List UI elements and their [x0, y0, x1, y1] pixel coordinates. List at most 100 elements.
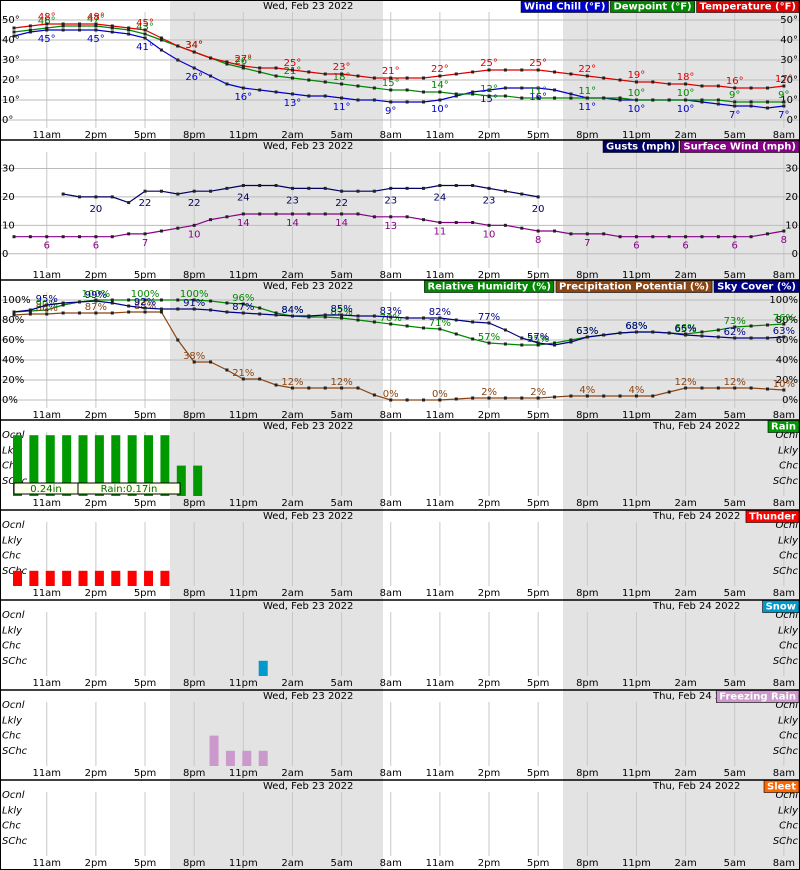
y-tick-label: Chc [779, 731, 798, 742]
value-label: 65% [674, 324, 696, 335]
data-point [274, 66, 278, 70]
data-point [356, 314, 360, 318]
data-point [454, 184, 458, 188]
data-point [602, 232, 606, 236]
x-tick-label: 11pm [229, 678, 258, 689]
x-tick-label: 5am [724, 498, 746, 509]
data-point [634, 235, 638, 239]
x-tick-label: 2am [281, 768, 303, 779]
y-tick-label: Ocnl [2, 700, 25, 711]
x-tick-label: 2am [281, 678, 303, 689]
value-label: 22 [335, 198, 348, 209]
value-label: 62% [724, 327, 746, 338]
y-tick-label: 40% [776, 355, 798, 366]
y-tick-label: 100% [2, 295, 31, 306]
series-line [13, 311, 784, 401]
legend-swatch [424, 280, 555, 293]
date-label: Wed, Feb 23 2022 [263, 511, 353, 522]
data-point [684, 235, 688, 239]
data-point [209, 299, 213, 303]
data-point [487, 396, 491, 400]
panel: 11am 2pm 5pm 8pm 11pm 2am 5am 8am 11am 2pm 5pm 8pm 1… [0, 0, 800, 141]
data-point [667, 235, 671, 239]
value-label: 100% [131, 289, 160, 300]
data-point [520, 343, 524, 347]
data-point [651, 394, 655, 398]
data-point [192, 307, 196, 311]
bar [242, 750, 252, 766]
y-tick-label: 10° [780, 95, 798, 106]
data-point [422, 316, 425, 320]
value-label: 16° [726, 76, 744, 87]
data-point [569, 92, 573, 96]
bar [258, 660, 268, 676]
value-label: 76% [773, 313, 795, 324]
value-label: 83% [380, 306, 402, 317]
value-label: 20 [532, 204, 545, 215]
y-tick-label: 20% [776, 375, 798, 386]
data-point [78, 235, 82, 239]
x-tick-label: 2am [281, 858, 303, 869]
bar [193, 465, 203, 496]
data-point [700, 100, 704, 104]
data-point [372, 76, 376, 80]
data-point [45, 235, 49, 239]
y-tick-label: Chc [779, 641, 798, 652]
x-tick-label: 11am [32, 270, 61, 281]
value-label: 84% [281, 305, 303, 316]
data-point [553, 343, 557, 347]
y-tick-label: 0% [782, 395, 798, 406]
data-point [372, 86, 376, 90]
data-point [471, 90, 475, 94]
x-tick-label: 5am [330, 858, 352, 869]
data-point [143, 232, 147, 236]
x-tick-label: 5pm [527, 588, 549, 599]
data-point [405, 100, 409, 104]
x-tick-label: 8pm [183, 588, 205, 599]
y-tick-label: Ocnl [776, 520, 799, 531]
data-point [290, 314, 294, 318]
value-label: 13° [284, 98, 302, 109]
data-point [61, 303, 65, 307]
data-point [765, 336, 769, 340]
data-point [209, 218, 213, 222]
data-point [110, 26, 114, 30]
data-point [45, 312, 49, 316]
data-point [225, 60, 229, 64]
data-point [78, 28, 82, 32]
x-tick-label: 8pm [183, 270, 205, 281]
data-point [110, 298, 114, 302]
data-point [209, 189, 213, 193]
value-label: 48° [87, 12, 105, 23]
data-point [127, 310, 131, 314]
x-tick-label: 5pm [134, 678, 156, 689]
x-tick-label: 2am [281, 130, 303, 141]
data-point [323, 315, 327, 319]
data-point [176, 58, 180, 62]
value-label: 71% [429, 318, 451, 329]
data-point [28, 24, 32, 28]
data-point [307, 314, 311, 318]
date-label: Thu, Feb 24 2022 [652, 781, 740, 792]
x-tick-label: 8am [773, 588, 795, 599]
y-tick-label: Lkly [2, 715, 23, 726]
y-tick-label: 0% [2, 395, 18, 406]
y-tick-label: 10° [2, 95, 20, 106]
x-tick-label: 5am [330, 410, 352, 421]
data-point [389, 100, 393, 104]
value-label: 86% [36, 303, 58, 314]
data-point [176, 226, 180, 230]
y-tick-label: 80% [776, 315, 798, 326]
data-point [159, 36, 163, 40]
legend-label: Relative Humidity (%) [427, 282, 551, 293]
x-tick-label: 11pm [622, 130, 651, 141]
data-point [520, 226, 524, 230]
data-point [192, 360, 196, 364]
data-point [536, 195, 540, 199]
x-tick-label: 11am [426, 858, 455, 869]
value-label: 45° [136, 18, 154, 29]
data-point [471, 70, 475, 74]
amount-label: 0.24in [30, 484, 61, 495]
x-tick-label: 8am [773, 270, 795, 281]
value-label: 7 [584, 238, 590, 249]
